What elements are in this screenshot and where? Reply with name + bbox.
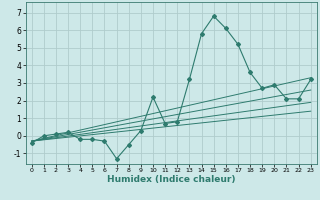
X-axis label: Humidex (Indice chaleur): Humidex (Indice chaleur) (107, 175, 236, 184)
